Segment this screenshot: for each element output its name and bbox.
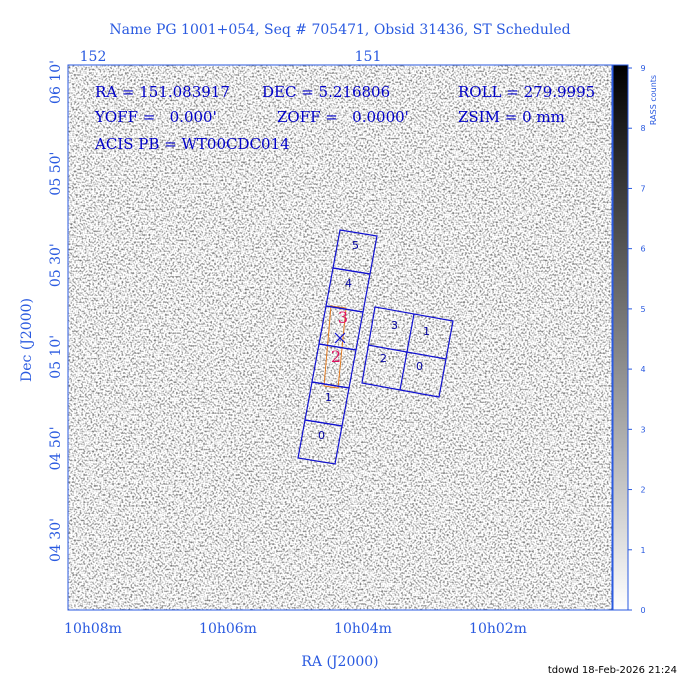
y-tick: 04 30' [48, 518, 64, 562]
colorbar-tick-label: 5 [640, 305, 645, 314]
acis-i-divider [367, 344, 447, 360]
colorbar-tick-label: 3 [640, 425, 645, 434]
y-label: Dec (J2000) [19, 298, 35, 382]
chip-label: 0 [318, 429, 325, 442]
info-yoff: YOFF = 0.000' [94, 108, 217, 126]
top-tick: 152 [80, 49, 107, 65]
acis-i [361, 306, 454, 398]
hrc-label: 2 [331, 347, 341, 366]
x-tick: 10h06m [199, 621, 257, 637]
top-tick: 151 [355, 49, 382, 65]
colorbar-tick-label: 0 [640, 606, 645, 615]
x-tick: 10h04m [334, 621, 392, 637]
colorbar [612, 64, 629, 611]
footer: tdowd 18-Feb-2026 21:24 [548, 665, 677, 676]
colorbar-tick-label: 7 [640, 184, 645, 193]
colorbar-tick-label: 9 [640, 64, 645, 73]
info-zoff: ZOFF = 0.0000' [277, 108, 409, 126]
y-tick: 06 10' [48, 60, 64, 104]
colorbar-tick-label: 8 [640, 124, 645, 133]
info-roll: ROLL = 279.9995 [458, 83, 595, 101]
colorbar-tick-label: 2 [640, 486, 645, 495]
y-tick: 04 50' [48, 426, 64, 470]
info-acis: ACIS PB = WT00CDC014 [94, 135, 290, 153]
chip-label: 5 [352, 239, 359, 252]
colorbar-tick-label: 4 [640, 365, 645, 374]
x-tick: 10h08m [64, 621, 122, 637]
chip-label: 2 [380, 352, 387, 365]
aimpoint [334, 332, 346, 344]
colorbar-tick-label: 1 [640, 546, 645, 555]
chip-label: 3 [391, 319, 398, 332]
chip-label: 1 [423, 325, 430, 338]
chip-label: 1 [325, 391, 332, 404]
info-ra: RA = 151.083917 [95, 83, 230, 101]
detector-overlay [297, 229, 454, 465]
chip-label: 4 [345, 277, 352, 290]
y-tick: 05 30' [48, 243, 64, 287]
colorbar-label: RASS counts [649, 75, 658, 125]
colorbar-tick-label: 6 [640, 245, 645, 254]
y-tick: 05 50' [48, 152, 64, 196]
chip-label: 0 [416, 360, 423, 373]
y-tick: 05 10' [48, 335, 64, 379]
hrc-label: 3 [338, 308, 348, 327]
title: Name PG 1001+054, Seq # 705471, Obsid 31… [109, 22, 570, 38]
frame [67, 64, 613, 611]
acis-s-chip [297, 419, 343, 465]
x-label: RA (J2000) [301, 654, 378, 670]
info-zsim: ZSIM = 0 mm [458, 108, 565, 126]
x-tick: 10h02m [469, 621, 527, 637]
info-dec: DEC = 5.216806 [262, 83, 390, 101]
hrc-outline [323, 305, 347, 389]
